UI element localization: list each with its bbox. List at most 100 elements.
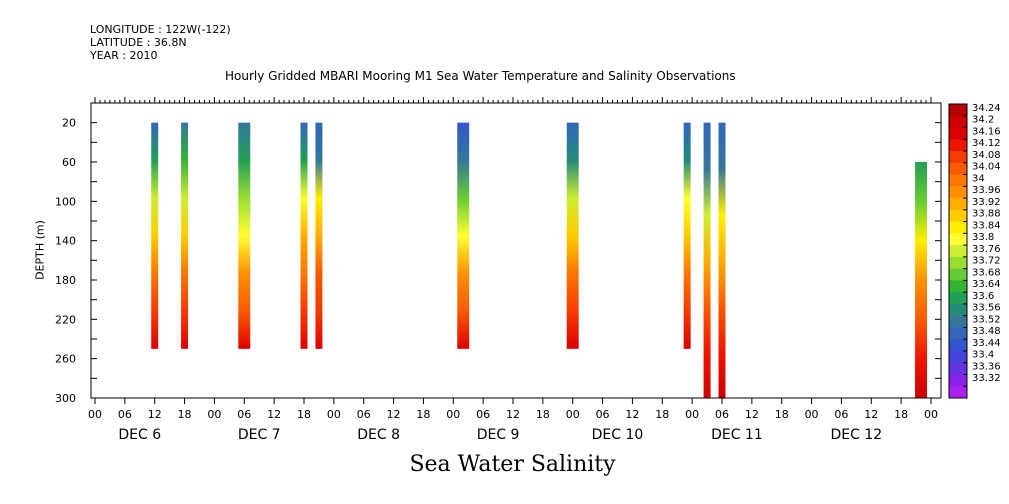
salinity-profile: [315, 122, 323, 349]
salinity-profile: [238, 122, 251, 349]
colorbar-label: 33.6: [972, 291, 994, 302]
y-tick-label: 140: [55, 235, 76, 248]
x-tick-label: 12: [625, 408, 639, 421]
salinity-profile: [566, 122, 579, 349]
x-tick-label: 18: [536, 408, 550, 421]
colorbar-label: 34.08: [972, 150, 1001, 161]
x-tick-label: 18: [178, 408, 192, 421]
x-tick-label: 00: [446, 408, 460, 421]
x-tick-label: 12: [864, 408, 878, 421]
colorbar-swatch: [949, 115, 967, 129]
colorbar-swatch: [949, 350, 967, 364]
year-label: YEAR : 2010: [90, 49, 158, 62]
colorbar-label: 33.52: [972, 314, 1001, 325]
colorbar-swatch: [949, 162, 967, 176]
y-tick-label: 20: [62, 117, 76, 130]
colorbar-label: 34.12: [972, 138, 1001, 149]
x-tick-label: 06: [476, 408, 490, 421]
salinity-profile: [718, 122, 726, 399]
x-tick-label: 18: [655, 408, 669, 421]
colorbar-label: 33.68: [972, 267, 1001, 278]
colorbar-label: 33.96: [972, 185, 1001, 196]
colorbar-label: 34.16: [972, 126, 1001, 137]
colorbar-label: 33.4: [972, 350, 994, 361]
x-tick-label: 00: [207, 408, 221, 421]
x-tick-label: 06: [834, 408, 848, 421]
day-label: DEC 12: [831, 427, 883, 443]
y-tick-label: 180: [55, 274, 76, 287]
x-tick-label: 18: [775, 408, 789, 421]
y-tick-label: 260: [55, 353, 76, 366]
colorbar-label: 34.2: [972, 115, 994, 126]
colorbar-swatch: [949, 233, 967, 246]
colorbar-swatch: [949, 292, 967, 305]
colorbar-frame: [948, 103, 968, 399]
salinity-profile: [300, 122, 308, 349]
colorbar-label: 34.24: [972, 103, 1001, 114]
colorbar-swatch: [949, 151, 967, 164]
colorbar-label: 34: [972, 173, 985, 184]
colorbar-swatch: [949, 256, 967, 270]
x-tick-label: 06: [357, 408, 371, 421]
colorbar-label: 33.64: [972, 279, 1001, 290]
day-label: DEC 7: [238, 427, 281, 443]
x-tick-label: 12: [387, 408, 401, 421]
colorbar-label: 33.72: [972, 256, 1001, 267]
colorbar-swatch: [949, 386, 967, 399]
y-tick-label: 60: [62, 156, 76, 169]
salinity-profile: [457, 122, 470, 349]
colorbar-swatch: [949, 198, 967, 211]
colorbar-label: 33.76: [972, 244, 1001, 255]
day-label: DEC 11: [711, 427, 763, 443]
colorbar-swatch: [949, 104, 967, 117]
colorbar-label: 33.44: [972, 338, 1001, 349]
colorbar-swatch: [949, 315, 967, 328]
x-tick-label: 12: [745, 408, 759, 421]
ticks-layer: [91, 97, 941, 404]
colorbar-swatch: [949, 139, 967, 152]
y-tick-label: 220: [55, 313, 76, 326]
colorbar-swatch: [949, 127, 967, 140]
x-tick-label: 12: [506, 408, 520, 421]
colorbar-swatch: [949, 327, 967, 340]
x-tick-label: 06: [118, 408, 132, 421]
labels-layer: 20 60 100 140 180 220 260 300 00 06 12 18 00 06 12 18 00…: [55, 117, 938, 443]
colorbar-swatch: [949, 339, 967, 352]
profiles-layer: [151, 122, 928, 399]
day-label: DEC 8: [357, 427, 400, 443]
colorbar-label: 33.92: [972, 197, 1001, 208]
colorbar-label: 33.88: [972, 209, 1001, 220]
x-tick-label: 00: [924, 408, 938, 421]
colorbar-swatch: [949, 303, 967, 317]
latitude-label: LATITUDE : 36.8N: [90, 36, 187, 49]
x-tick-label: 00: [685, 408, 699, 421]
colorbar-label: 33.48: [972, 326, 1001, 337]
colorbar-swatch: [949, 268, 967, 281]
x-tick-label: 00: [566, 408, 580, 421]
colorbar: 34.2434.234.1634.1234.0834.043433.9633.9…: [948, 103, 1001, 399]
x-tick-label: 06: [596, 408, 610, 421]
colorbar-swatch: [949, 186, 967, 199]
day-label: DEC 10: [592, 427, 644, 443]
y-tick-label: 300: [55, 392, 76, 405]
x-tick-label: 06: [715, 408, 729, 421]
colorbar-label: 33.8: [972, 232, 994, 243]
colorbar-label: 34.04: [972, 162, 1001, 173]
colorbar-swatch: [949, 374, 967, 387]
colorbar-label: 33.36: [972, 361, 1001, 372]
salinity-profile: [915, 162, 928, 398]
colorbar-swatch: [949, 209, 967, 223]
x-tick-label: 00: [805, 408, 819, 421]
x-tick-label: 00: [327, 408, 341, 421]
x-tick-label: 18: [894, 408, 908, 421]
x-tick-label: 18: [416, 408, 430, 421]
day-label: DEC 6: [118, 427, 161, 443]
colorbar-label: 33.84: [972, 220, 1001, 231]
x-tick-label: 12: [267, 408, 281, 421]
plot-frame: [90, 102, 942, 399]
chart-title: Hourly Gridded MBARI Mooring M1 Sea Wate…: [225, 69, 736, 83]
colorbar-swatch: [949, 221, 967, 234]
salinity-profile: [703, 122, 711, 399]
colorbar-label: 33.32: [972, 373, 1001, 384]
